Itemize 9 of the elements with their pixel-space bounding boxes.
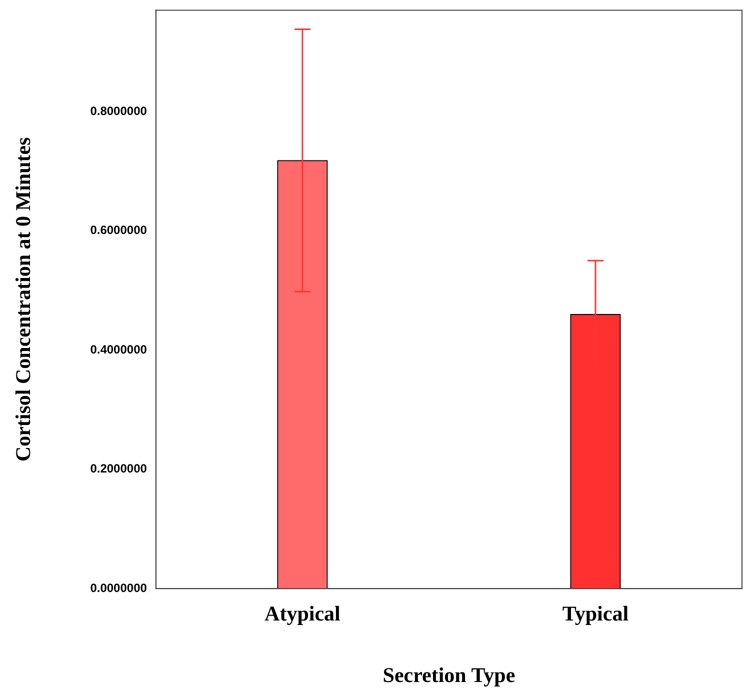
y-tick-label: 0.0000000: [90, 580, 148, 595]
x-tick-label: Typical: [562, 602, 629, 626]
x-tick-label: Atypical: [264, 602, 341, 626]
y-tick-label: 0.4000000: [90, 342, 148, 356]
y-tick-label: 0.8000000: [90, 104, 148, 118]
y-tick-label: 0.2000000: [90, 462, 148, 476]
y-tick-label: 0.6000000: [90, 223, 148, 238]
x-axis-title: Secretion Type: [382, 662, 516, 687]
y-axis-title: Cortisol Concentration at 0 Minutes: [11, 137, 36, 462]
